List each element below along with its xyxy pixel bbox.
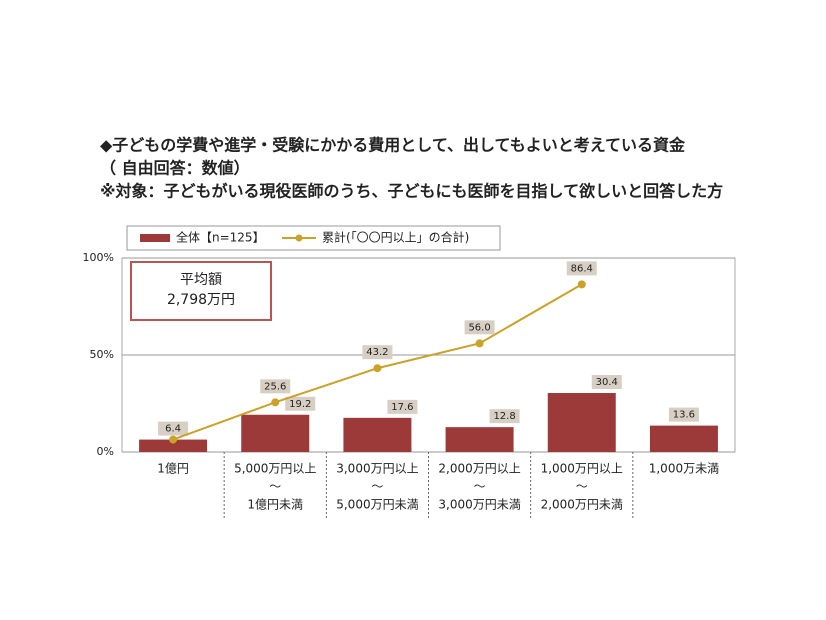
value-label-bg bbox=[362, 345, 393, 360]
bar bbox=[445, 427, 514, 452]
data-label: 19.2 bbox=[289, 399, 311, 410]
x-tick-label: 1億円未満 bbox=[247, 498, 303, 512]
x-tick-label: ～ bbox=[474, 480, 486, 494]
x-tick-label: ～ bbox=[576, 480, 588, 494]
x-tick-label: 1,000万未満 bbox=[649, 462, 719, 476]
x-tick-label: 5,000万円未満 bbox=[336, 498, 418, 512]
annotation-box bbox=[130, 261, 272, 321]
chart-title: ※対象：子どもがいる現役医師のうち、子どもにも医師を目指して欲しいと回答した方 bbox=[100, 182, 723, 201]
value-label-bg bbox=[158, 421, 189, 436]
data-label: 25.6 bbox=[264, 381, 286, 392]
line-point bbox=[169, 435, 178, 444]
bar bbox=[139, 439, 208, 452]
value-label-bg bbox=[464, 320, 495, 335]
x-tick-label: 5,000万円以上 bbox=[234, 462, 316, 476]
data-label: 56.0 bbox=[468, 322, 490, 333]
legend-swatch bbox=[295, 234, 303, 242]
legend-swatch bbox=[140, 234, 170, 242]
data-label: 86.4 bbox=[571, 263, 593, 274]
value-label-bg bbox=[566, 261, 597, 276]
data-label: 30.4 bbox=[596, 377, 618, 388]
legend-label: 累計(「〇〇円以上」の合計) bbox=[322, 230, 469, 245]
y-tick-label: 100% bbox=[83, 251, 114, 264]
bar bbox=[241, 414, 310, 452]
value-label-bg bbox=[285, 396, 316, 411]
x-tick-label: 1億円 bbox=[157, 462, 189, 476]
x-tick-label: 3,000万円以上 bbox=[336, 462, 418, 476]
value-label-bg bbox=[668, 407, 699, 422]
legend-label: 全体【n=125】 bbox=[176, 230, 265, 245]
data-label: 13.6 bbox=[673, 410, 695, 421]
bar bbox=[547, 393, 616, 452]
value-label-bg bbox=[591, 375, 622, 390]
value-label-bg bbox=[260, 379, 291, 394]
y-tick-label: 50% bbox=[90, 348, 114, 361]
x-tick-label: 2,000万円未満 bbox=[541, 498, 623, 512]
line-point bbox=[577, 280, 586, 289]
line-point bbox=[373, 364, 382, 373]
data-label: 6.4 bbox=[165, 424, 181, 435]
chart-title: （ 自由回答：数値） bbox=[100, 159, 250, 178]
value-label-bg bbox=[489, 409, 520, 424]
x-tick-label: ～ bbox=[269, 480, 281, 494]
x-tick-label: 3,000万円未満 bbox=[438, 498, 520, 512]
line-point bbox=[475, 339, 484, 348]
x-tick-label: 1,000万円以上 bbox=[541, 462, 623, 476]
data-label: 12.8 bbox=[493, 411, 515, 422]
x-tick-label: 2,000万円以上 bbox=[438, 462, 520, 476]
y-tick-label: 0% bbox=[97, 445, 114, 458]
line-point bbox=[271, 398, 280, 407]
data-label: 17.6 bbox=[391, 402, 413, 413]
data-label: 43.2 bbox=[366, 347, 388, 358]
x-tick-label: ～ bbox=[371, 480, 383, 494]
annotation-text: 2,798万円 bbox=[167, 292, 235, 308]
bar bbox=[649, 425, 718, 452]
value-label-bg bbox=[387, 399, 418, 414]
bar bbox=[343, 417, 412, 452]
chart-title: ◆子どもの学費や進学・受験にかかる費用として、出してもよいと考えている資金 bbox=[100, 136, 686, 155]
annotation-text: 平均額 bbox=[180, 272, 222, 288]
